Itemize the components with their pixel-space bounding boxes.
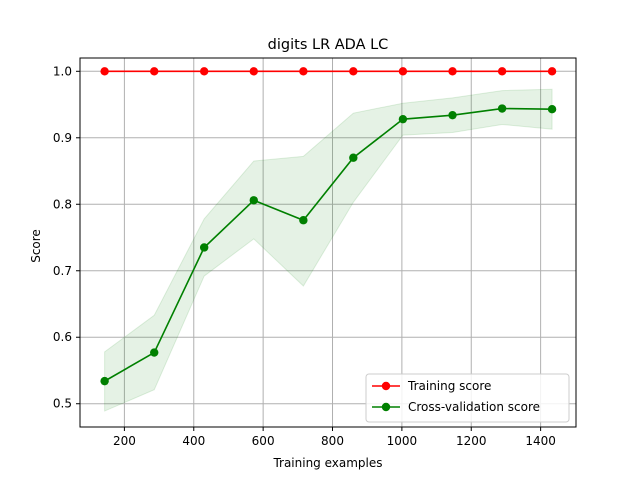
data-point-s0-3 — [249, 67, 258, 76]
x-tick-label-1: 400 — [182, 434, 205, 448]
y-tick-label-3: 0.8 — [53, 197, 72, 211]
data-point-s1-5 — [349, 153, 358, 162]
data-point-s0-8 — [497, 67, 507, 76]
y-axis-title: Score — [29, 229, 43, 263]
y-tick-label-1: 0.6 — [53, 330, 72, 344]
data-point-s1-4 — [299, 216, 308, 225]
plot-frame — [79, 57, 577, 428]
y-tick-label-2: 0.7 — [53, 264, 72, 278]
legend-swatch-marker-1 — [381, 402, 391, 412]
data-point-s1-7 — [448, 110, 457, 120]
data-point-s0-4 — [299, 67, 308, 76]
chart-title: digits LR ADA LC — [268, 37, 389, 53]
data-point-s0-9 — [547, 67, 557, 76]
y-tick-label-0: 0.5 — [53, 397, 72, 411]
data-point-s0-2 — [199, 67, 209, 76]
x-tick-label-6: 1400 — [525, 434, 556, 448]
data-point-s0-5 — [349, 67, 358, 76]
data-point-s0-7 — [448, 67, 457, 76]
x-tick-label-4: 1000 — [387, 434, 418, 448]
legend-label-1: Cross-validation score — [408, 400, 540, 414]
data-point-s0-6 — [398, 67, 408, 76]
x-tick-label-3: 800 — [321, 434, 344, 448]
x-axis-title: Training examples — [272, 456, 382, 470]
data-point-s0-1 — [150, 67, 159, 76]
data-point-s1-1 — [150, 348, 159, 357]
data-point-s1-6 — [398, 114, 408, 124]
x-tick-label-2: 600 — [252, 434, 275, 448]
data-point-s1-2 — [199, 243, 209, 252]
data-point-s1-9 — [547, 104, 557, 114]
legend-label-0: Training score — [407, 379, 491, 393]
data-point-s0-0 — [100, 67, 109, 76]
legend-box — [365, 373, 570, 423]
legend-swatch-marker-0 — [381, 381, 391, 391]
x-tick-label-5: 1200 — [456, 434, 487, 448]
y-tick-label-4: 0.9 — [53, 131, 72, 145]
data-point-s1-3 — [249, 196, 258, 205]
plot-area: 200 400 600 800 1000 1200 1400 0.5 0.6 0.7 0.8 0.9 1… — [53, 57, 577, 448]
series-band-1 — [104, 88, 553, 412]
x-tick-label-0: 200 — [113, 434, 136, 448]
data-point-s1-8 — [497, 104, 507, 113]
legend: Training score Cross-validation score — [365, 373, 570, 423]
data-point-s1-0 — [100, 376, 109, 386]
y-tick-label-5: 1.0 — [53, 64, 72, 78]
plot-background — [80, 58, 576, 427]
series-line-1 — [104, 107, 553, 382]
